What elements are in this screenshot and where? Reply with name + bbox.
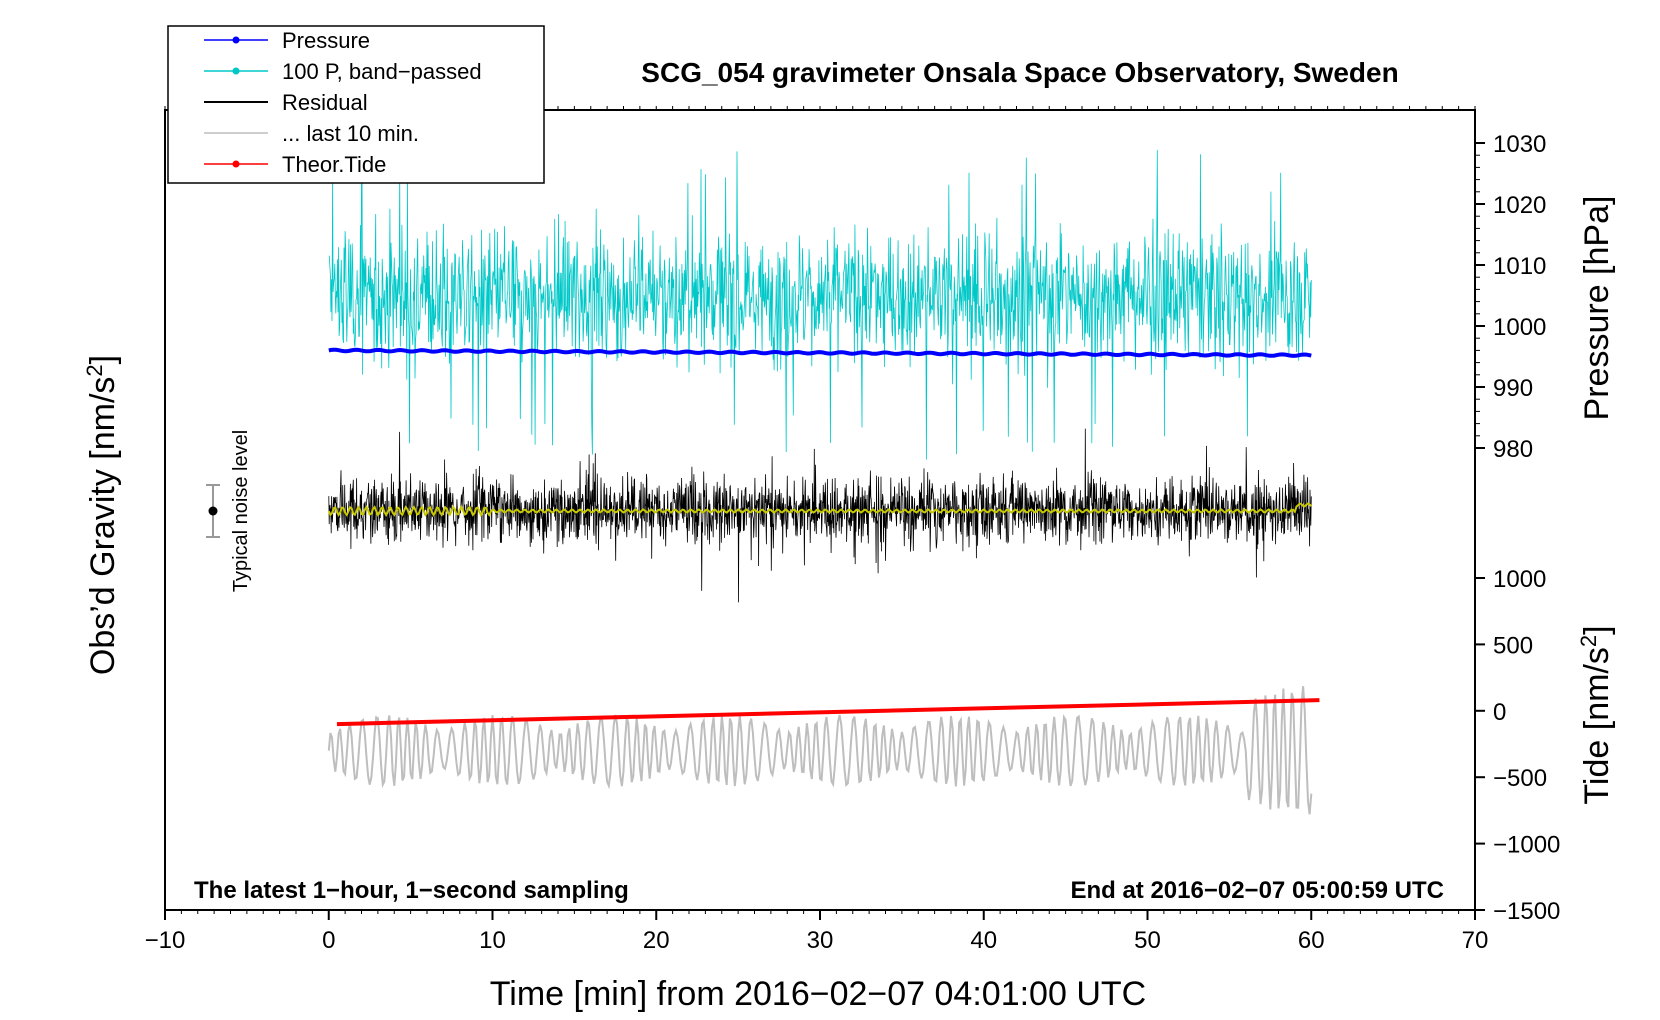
pressure-tick-label: 1030	[1493, 131, 1546, 158]
tide-tick-label: −1000	[1493, 832, 1560, 859]
x-tick-label: 30	[807, 927, 834, 954]
tide-tick-label: −500	[1493, 765, 1547, 792]
series-tide	[336, 698, 1320, 727]
legend-label: Residual	[282, 90, 368, 115]
x-tick-label: 10	[479, 927, 506, 954]
right-axes: 1030 1020 1010 1000 990 980 1000 500 0 −500 −1000 −…	[1475, 131, 1560, 925]
y-axis-label-tide: Tide [nm/s2]	[1576, 625, 1616, 804]
tide-tick-label: 500	[1493, 632, 1533, 659]
series-residual-smooth	[327, 502, 1313, 518]
note-right: End at 2016−02−07 05:00:59 UTC	[1070, 877, 1444, 904]
tide-tick-label: 1000	[1493, 566, 1546, 593]
legend-marker	[232, 36, 240, 44]
tide-tick-label: 0	[1493, 699, 1506, 726]
noise-level-label: Typical noise level	[230, 430, 252, 592]
legend-label: Theor.Tide	[282, 152, 386, 177]
legend-marker	[232, 67, 240, 75]
series-last10	[327, 686, 1313, 815]
series-bandpassed	[328, 150, 1312, 460]
x-tick-label: 0	[322, 927, 335, 954]
legend-label: 100 P, band−passed	[282, 59, 482, 84]
x-tick-label: 50	[1134, 927, 1161, 954]
note-left: The latest 1−hour, 1−second sampling	[194, 877, 629, 904]
y-axis-label-pressure: Pressure [hPa]	[1578, 196, 1616, 421]
x-tick-label: 40	[970, 927, 997, 954]
x-axis: −10 0 10 20 30 40 50 60 70	[145, 106, 1489, 954]
legend: Pressure 100 P, band−passed Residual ... la…	[167, 25, 545, 184]
series-pressure	[328, 347, 1312, 358]
pressure-tick-label: 1020	[1493, 192, 1546, 219]
x-tick-label: −10	[145, 927, 186, 954]
series-layer	[327, 150, 1320, 815]
y-axis-label-left: Obs’d Gravity [nm/s2]	[82, 355, 122, 675]
x-tick-label: 70	[1462, 927, 1489, 954]
chart-title: SCG_054 gravimeter Onsala Space Observat…	[641, 57, 1398, 88]
legend-label: Pressure	[282, 28, 370, 53]
pressure-tick-label: 990	[1493, 375, 1533, 402]
tide-tick-label: −1500	[1493, 898, 1560, 925]
legend-marker	[232, 160, 240, 168]
x-tick-label: 60	[1298, 927, 1325, 954]
pressure-tick-label: 1000	[1493, 314, 1546, 341]
legend-label: ... last 10 min.	[282, 121, 419, 146]
pressure-tick-label: 980	[1493, 436, 1533, 463]
x-tick-label: 20	[643, 927, 670, 954]
x-axis-label: Time [min] from 2016−02−07 04:01:00 UTC	[490, 975, 1146, 1013]
legend-box	[167, 25, 545, 184]
pressure-tick-label: 1010	[1493, 253, 1546, 280]
series-residual	[328, 428, 1312, 603]
noise-level-indicator: Typical noise level	[206, 430, 252, 592]
